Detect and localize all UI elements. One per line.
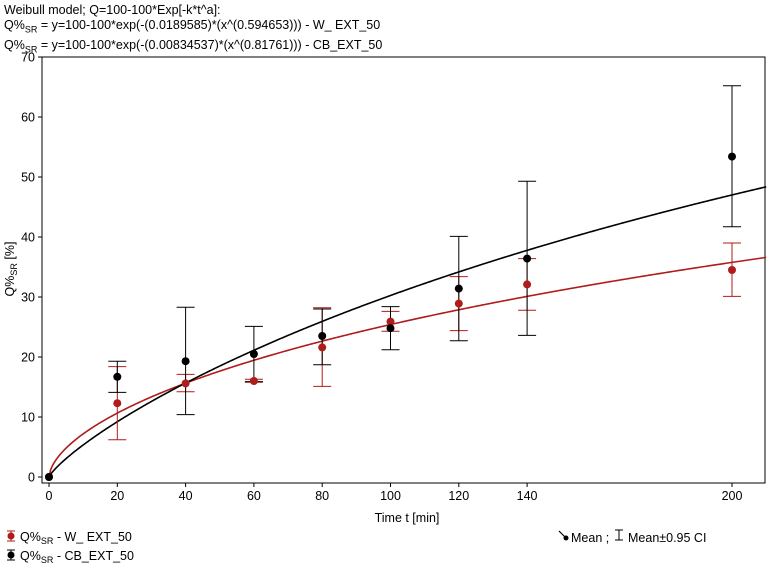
header-line-cb-equation: Q%SR = y=100-100*exp(-(0.00834537)*(x^(0…: [4, 38, 382, 58]
point-cb-20: [113, 372, 122, 381]
axis-ticks: 0 20 40 60 80 100 120 140 200 0 10 20 30 40 50 60 70: [21, 51, 742, 504]
mean-symbol-dot: [563, 535, 569, 541]
y-tick-label-70: 70: [21, 51, 35, 65]
point-w-80: [318, 343, 327, 352]
legend-cb-marker: [7, 551, 15, 559]
point-w-140: [523, 280, 532, 289]
x-tick-label-20: 20: [110, 489, 124, 503]
legend-stat: Mean ; Mean±0.95 CI: [558, 529, 706, 545]
chart-header: Weibull model; Q=100-100*Exp[-k*t^a]: Q%…: [4, 3, 382, 57]
point-cb-100: [386, 324, 395, 333]
header-line-cb-prefix: Q%: [4, 37, 25, 52]
y-tick-label-0: 0: [28, 471, 35, 485]
y-tick-label-20: 20: [21, 351, 35, 365]
plot-border: [41, 56, 766, 484]
fit-curve-w: [48, 256, 767, 478]
x-tick-label-80: 80: [315, 489, 329, 503]
data-points: [45, 152, 736, 481]
legend-w-sub: SR: [41, 536, 54, 546]
point-w-60: [249, 377, 258, 385]
header-line-w-rest: = y=100-100*exp(-(0.0189585)*(x^(0.59465…: [37, 18, 381, 32]
x-tick-label-120: 120: [448, 489, 469, 503]
y-axis-title-unit: [%]: [3, 242, 17, 264]
point-cb-40: [181, 357, 190, 366]
x-tick-label-200: 200: [722, 489, 743, 503]
point-cb-0: [45, 473, 53, 481]
header-line-w-equation: Q%SR = y=100-100*exp(-(0.0189585)*(x^(0.…: [4, 18, 382, 38]
header-line-w-prefix: Q%: [4, 18, 25, 32]
y-axis-title-main: Q%: [3, 276, 17, 297]
legend-cb-sub: SR: [41, 555, 54, 565]
header-line-w-sub: SR: [24, 24, 38, 35]
y-tick-label-40: 40: [21, 231, 35, 245]
plot-frame: [41, 56, 766, 484]
point-w-40: [181, 379, 190, 388]
point-cb-60: [249, 350, 258, 358]
point-cb-200: [728, 152, 736, 161]
legend-w-marker: [7, 532, 15, 540]
point-w-120: [454, 299, 463, 308]
y-axis-title-sub: SR: [9, 263, 19, 276]
header-line-cb-rest: = y=100-100*exp(-(0.00834537)*(x^(0.8176…: [37, 37, 383, 52]
legend-cb-prefix: Q%: [20, 549, 41, 563]
legend-cb-rest: - CB_EXT_50: [53, 549, 134, 563]
legend-w-label: Q%SR - W_ EXT_50: [20, 530, 132, 546]
point-cb-140: [523, 254, 532, 263]
legend-cb-label: Q%SR - CB_EXT_50: [20, 549, 134, 565]
legend: Q%SR - W_ EXT_50 Q%SR - CB_EXT_50: [7, 530, 134, 565]
mean-label: Mean ;: [571, 531, 609, 545]
x-tick-label-140: 140: [517, 489, 538, 503]
y-tick-label-60: 60: [21, 111, 35, 125]
fit-curves: [48, 186, 767, 478]
error-bars: [108, 85, 741, 441]
header-line-cb-sub: SR: [24, 44, 38, 54]
x-tick-label-60: 60: [247, 489, 261, 503]
y-tick-label-30: 30: [21, 291, 35, 305]
legend-w-prefix: Q%: [20, 530, 41, 544]
y-axis-title: Q%SR [%]: [3, 242, 19, 297]
x-axis-title: Time t [min]: [375, 511, 440, 525]
ci-label: Mean±0.95 CI: [628, 531, 706, 545]
point-cb-120: [454, 284, 463, 293]
point-w-100: [386, 317, 395, 326]
point-cb-80: [318, 332, 327, 340]
point-w-20: [113, 399, 122, 408]
header-line-model: Weibull model; Q=100-100*Exp[-k*t^a]:: [4, 3, 221, 17]
y-tick-label-50: 50: [21, 171, 35, 185]
fit-curve-cb: [48, 186, 767, 478]
legend-item-w: Q%SR - W_ EXT_50: [7, 530, 132, 546]
point-w-200: [728, 266, 736, 274]
x-tick-label-0: 0: [46, 489, 53, 503]
x-tick-label-40: 40: [179, 489, 193, 503]
x-tick-label-100: 100: [380, 489, 401, 503]
legend-w-rest: - W_ EXT_50: [53, 530, 132, 544]
legend-item-cb: Q%SR - CB_EXT_50: [7, 549, 134, 565]
y-tick-label-10: 10: [21, 411, 35, 425]
